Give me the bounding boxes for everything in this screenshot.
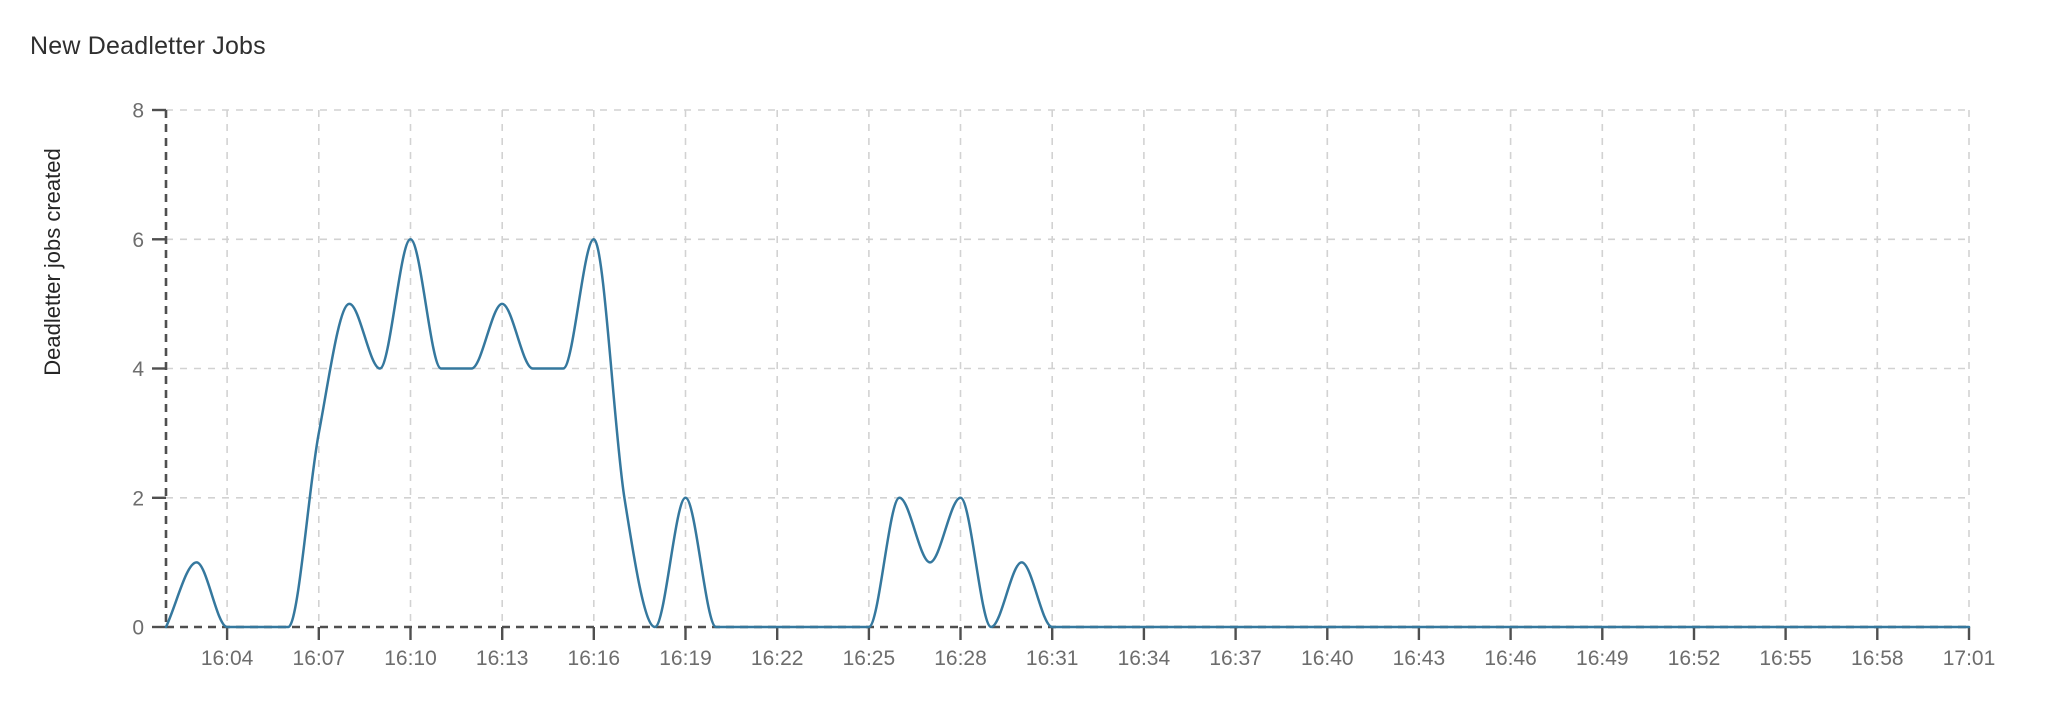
x-tick-label: 16:37 (1209, 647, 1262, 670)
axis-tick-marks (152, 108, 1971, 640)
x-tick-label: 16:25 (843, 647, 896, 670)
y-tick-label: 6 (132, 229, 144, 252)
x-tick-label: 17:01 (1943, 647, 1996, 670)
x-tick-label: 16:55 (1759, 647, 1812, 670)
x-tick-label: 16:07 (293, 647, 346, 670)
y-tick-label: 2 (132, 487, 144, 510)
x-tick-label: 16:46 (1484, 647, 1537, 670)
x-tick-label: 16:52 (1668, 647, 1721, 670)
x-tick-label: 16:13 (476, 647, 529, 670)
x-tick-label: 16:34 (1118, 647, 1171, 670)
x-tick-label: 16:04 (201, 647, 254, 670)
series-line (164, 238, 1971, 629)
y-axis-tick-labels: 0 2 4 6 8 (132, 100, 144, 640)
y-tick-label: 8 (132, 100, 144, 123)
x-tick-label: 16:22 (751, 647, 804, 670)
x-tick-label: 16:31 (1026, 647, 1079, 670)
x-axis-tick-labels: 16:04 16:07 16:10 16:13 16:16 16:19 16:22 16:25… (201, 647, 1995, 670)
x-tick-label: 16:19 (659, 647, 712, 670)
gridlines (166, 109, 1970, 627)
x-tick-label: 16:40 (1301, 647, 1354, 670)
y-tick-label: 0 (132, 617, 144, 640)
x-tick-label: 16:16 (568, 647, 621, 670)
panel-title: New Deadletter Jobs (30, 32, 266, 60)
y-tick-label: 4 (132, 358, 144, 381)
x-tick-label: 16:58 (1851, 647, 1904, 670)
x-tick-label: 16:28 (934, 647, 987, 670)
y-axis-title: Deadletter jobs created (40, 148, 65, 375)
x-tick-label: 16:49 (1576, 647, 1629, 670)
x-tick-label: 16:43 (1393, 647, 1446, 670)
x-tick-label: 16:10 (384, 647, 437, 670)
